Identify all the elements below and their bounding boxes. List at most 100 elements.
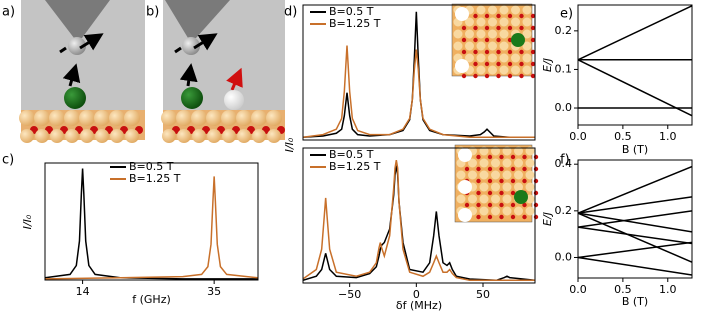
surface-atom bbox=[162, 129, 176, 143]
inset-atom bbox=[502, 194, 512, 204]
inset-atom bbox=[473, 37, 478, 43]
inset-atom bbox=[488, 41, 497, 51]
inset-atom bbox=[476, 5, 486, 15]
x-axis-label: δf (MHz) bbox=[396, 299, 442, 312]
inset-atom bbox=[522, 5, 532, 15]
inset-atom bbox=[496, 73, 501, 79]
inset-atom bbox=[514, 146, 523, 156]
inset-atom bbox=[511, 65, 520, 75]
inset-atom bbox=[533, 166, 539, 172]
inset-atom bbox=[499, 190, 504, 196]
surface-atom bbox=[50, 129, 64, 143]
inset-atom bbox=[496, 61, 501, 67]
inset-atom bbox=[496, 37, 501, 43]
inset-atom bbox=[456, 170, 466, 180]
x-tick-label: 14 bbox=[76, 285, 90, 298]
inset-atom bbox=[519, 13, 524, 19]
inset-atom bbox=[491, 182, 500, 192]
panel-label: e) bbox=[560, 7, 573, 22]
inset-atom bbox=[479, 206, 489, 216]
axes-frame bbox=[44, 162, 259, 281]
surface-atom bbox=[65, 129, 79, 143]
inset-atom bbox=[496, 25, 501, 31]
inset-atom bbox=[499, 202, 504, 208]
x-tick-label: 0.5 bbox=[614, 130, 632, 143]
y-axis-label: I/I₀ bbox=[283, 137, 296, 152]
inset-atom bbox=[499, 53, 509, 63]
surface-atom bbox=[237, 129, 251, 143]
inset-atom bbox=[530, 13, 536, 19]
inset-atom bbox=[522, 214, 527, 220]
inset-atom bbox=[522, 53, 532, 63]
series-line bbox=[303, 160, 535, 282]
series-line bbox=[578, 5, 692, 61]
axes-frame bbox=[302, 147, 536, 284]
inset-atom bbox=[507, 13, 513, 19]
inset-atom bbox=[461, 73, 467, 79]
inset-atom bbox=[453, 41, 463, 51]
surface-atom bbox=[94, 110, 110, 126]
inset-atom bbox=[473, 61, 478, 67]
inset-atom bbox=[468, 170, 477, 180]
series-line bbox=[578, 212, 692, 233]
inset-atom bbox=[484, 73, 490, 79]
inset-atom bbox=[487, 154, 493, 160]
panel-label: a) bbox=[2, 5, 15, 20]
inset-atom bbox=[487, 178, 493, 184]
inset-atom bbox=[487, 214, 493, 220]
inset-atom bbox=[468, 194, 477, 204]
inset-atom bbox=[499, 5, 509, 15]
inset-atom bbox=[507, 49, 513, 55]
inset-atom bbox=[491, 206, 500, 216]
inset-atom bbox=[510, 178, 516, 184]
x-axis-label: B (T) bbox=[622, 143, 648, 156]
inset-adatom bbox=[455, 59, 469, 73]
inset-atom bbox=[514, 182, 523, 192]
surface-atom bbox=[124, 110, 140, 126]
inset-atom bbox=[502, 182, 512, 192]
inset-atom bbox=[487, 190, 493, 196]
inset-atom bbox=[533, 154, 539, 160]
inset-atom bbox=[476, 166, 481, 172]
legend-label: B=1.25 T bbox=[129, 172, 181, 185]
surface-atom bbox=[35, 129, 49, 143]
plot: d) I/I₀ B=0.5 TB=1.25 T bbox=[283, 4, 536, 152]
inset-atom bbox=[533, 214, 539, 220]
plot: 0.0 0.5 1.0 0.0 0.1 0.2 e) B (T) E/J bbox=[541, 4, 693, 156]
inset-atom bbox=[461, 25, 467, 31]
inset-atom bbox=[476, 65, 486, 75]
surface-atom bbox=[34, 110, 50, 126]
series-line bbox=[578, 196, 692, 214]
inset-atom bbox=[533, 202, 539, 208]
inset-atom bbox=[510, 202, 516, 208]
inset-adatom bbox=[458, 208, 472, 222]
legend-label: B=0.5 T bbox=[329, 148, 374, 161]
legend-label: B=1.25 T bbox=[329, 160, 381, 173]
y-tick-label: 0.0 bbox=[555, 101, 573, 114]
inset-atom bbox=[522, 41, 532, 51]
inset-atom bbox=[511, 5, 520, 15]
inset-atom bbox=[502, 158, 512, 168]
inset-atom bbox=[476, 202, 481, 208]
inset-atom bbox=[465, 41, 474, 51]
x-tick-label: 1.0 bbox=[659, 130, 677, 143]
inset-atom bbox=[484, 13, 490, 19]
y-tick-label: 0.4 bbox=[555, 157, 573, 170]
inset-atom bbox=[465, 17, 474, 27]
inset-atom bbox=[464, 202, 470, 208]
inset-atom bbox=[461, 49, 467, 55]
inset-atom bbox=[476, 17, 486, 27]
inset-atom bbox=[461, 37, 467, 43]
inset-atom bbox=[476, 29, 486, 39]
surface-atom bbox=[95, 129, 109, 143]
inset-atom bbox=[496, 49, 501, 55]
inset-atom bbox=[507, 61, 513, 67]
surface-atom bbox=[206, 110, 222, 126]
inset-atom bbox=[499, 41, 509, 51]
panel-label: d) bbox=[284, 5, 297, 20]
inset-atom bbox=[476, 178, 481, 184]
inset-atom bbox=[476, 190, 481, 196]
inset-atom bbox=[456, 194, 466, 204]
surface-atom bbox=[222, 129, 236, 143]
inset-atom bbox=[496, 13, 501, 19]
